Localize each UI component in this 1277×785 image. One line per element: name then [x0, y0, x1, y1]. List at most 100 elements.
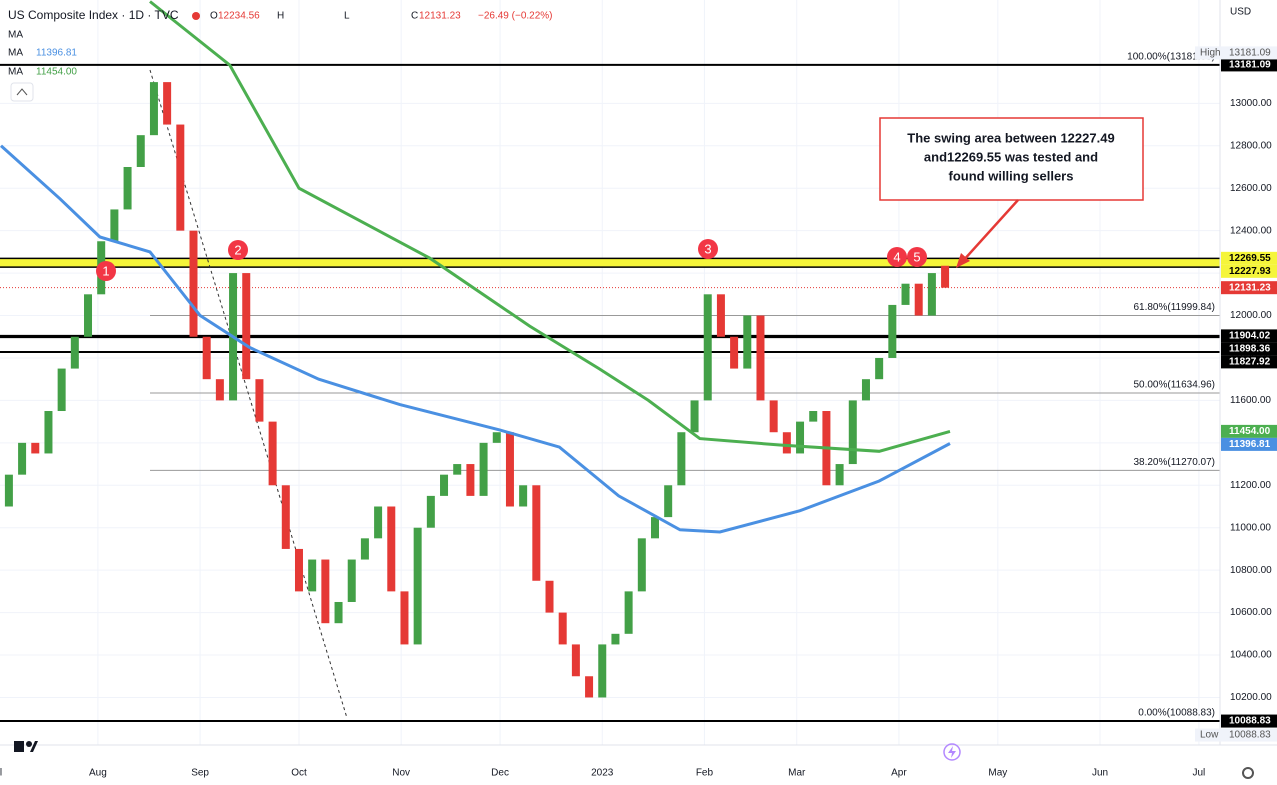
candle-body	[690, 400, 699, 433]
price-tag-label: 10088.83	[1229, 716, 1271, 727]
x-tick-label: Jul	[0, 768, 2, 779]
high-value: 13181.09	[1229, 48, 1271, 59]
candle-body	[268, 421, 277, 486]
event-bolt	[948, 746, 956, 758]
logo-part	[30, 741, 38, 752]
candle-body	[532, 485, 541, 581]
fib-label: 100.00%(13181.09)	[1127, 52, 1215, 63]
y-tick-label: 10200.00	[1230, 692, 1272, 703]
candle-body	[598, 644, 607, 698]
status-dot	[192, 12, 200, 20]
candle-body	[743, 315, 752, 369]
candle-body	[571, 644, 580, 677]
candle-body	[479, 442, 488, 496]
candle-body	[611, 633, 620, 645]
y-tick-label: 13000.00	[1230, 98, 1272, 109]
marker	[698, 239, 718, 259]
price-tag	[1221, 424, 1277, 438]
x-tick-label: Nov	[392, 768, 410, 779]
candle-body	[255, 379, 264, 422]
logo-part	[26, 741, 32, 747]
fib-label: 50.00%(11634.96)	[1133, 380, 1215, 391]
candle-body	[334, 601, 343, 624]
candle-body	[215, 379, 224, 401]
price-tag-label: 11898.36	[1229, 344, 1271, 355]
trend-line	[149, 69, 348, 719]
price-tag	[1221, 251, 1277, 265]
candle-body	[848, 400, 857, 465]
tv-logo	[14, 741, 38, 752]
ohlc-value: 12234.56	[218, 11, 260, 22]
candle-body	[57, 368, 66, 412]
candle-body	[360, 538, 369, 560]
ohlc: O 12234.56 H L C 12131.23 −26.49 (−0.22%)	[210, 11, 553, 22]
swing-band	[0, 258, 1220, 268]
candle-body	[44, 411, 53, 454]
collapse-icon	[16, 88, 28, 96]
price-tag-label: 13181.09	[1229, 60, 1271, 71]
candle-body	[294, 548, 303, 592]
change: −26.49 (−0.22%)	[478, 11, 553, 22]
candle-body	[914, 283, 923, 316]
x-tick-label: Feb	[696, 768, 714, 779]
fib-label: 0.00%(10088.83)	[1138, 708, 1215, 719]
price-tag	[1221, 342, 1277, 356]
annotation-box	[879, 117, 1144, 201]
y-tick-label: 10600.00	[1230, 607, 1272, 618]
marker	[228, 240, 248, 260]
price-tag	[1221, 58, 1277, 72]
candle-body	[440, 474, 449, 496]
marker-label: 3	[704, 241, 711, 256]
settings-icon[interactable]	[1242, 767, 1254, 779]
y-tick-label: 11000.00	[1230, 522, 1271, 533]
candle-body	[756, 315, 765, 401]
annotation-line: and12269.55 was tested and	[924, 149, 1098, 164]
price-tag	[1221, 264, 1277, 278]
candle-body	[347, 559, 356, 602]
y-tick-label: 12000.00	[1230, 310, 1272, 321]
event-icon[interactable]	[943, 743, 961, 761]
candle-body	[716, 294, 725, 337]
candle-body	[875, 357, 884, 380]
candle-body	[136, 135, 145, 167]
high-box	[1195, 46, 1277, 60]
ohlc-key: O	[210, 11, 218, 22]
candle-body	[110, 209, 119, 242]
symbol-title: US Composite Index · 1D · TVC	[8, 8, 179, 22]
ohlc-value: 12131.23	[419, 11, 461, 22]
x-tick-label: Oct	[291, 768, 307, 779]
candle-body	[466, 464, 475, 496]
ma-value: 11396.81	[36, 48, 77, 59]
candle-body	[861, 379, 870, 401]
candle-body	[650, 517, 659, 539]
collapse-button[interactable]	[10, 82, 34, 102]
x-tick-label: Apr	[891, 768, 907, 779]
low-box	[1195, 728, 1277, 742]
candle-body	[281, 485, 290, 549]
candle-body	[400, 591, 409, 645]
candle-body	[624, 591, 633, 634]
x-tick-label: Dec	[491, 768, 509, 779]
markers: 1 2 3 4 5	[96, 239, 927, 281]
candle-body	[308, 559, 317, 592]
candle-body	[637, 538, 646, 592]
candle-body	[149, 82, 158, 136]
ohlc-key: H	[277, 11, 284, 22]
ma-label: MA	[8, 48, 23, 59]
low-value: 10088.83	[1229, 730, 1271, 741]
candle-body	[796, 421, 805, 454]
candle-body	[545, 580, 554, 613]
axis: 10200.00 10400.00 10600.00 10800.00 11000.00…	[0, 46, 1277, 779]
candle-body	[426, 495, 435, 528]
x-tick-label: Mar	[788, 768, 806, 779]
y-tick-label: 12600.00	[1230, 183, 1272, 194]
candle-body	[677, 432, 686, 486]
marker-label: 1	[102, 263, 109, 278]
candle-body	[888, 304, 897, 358]
price-tag	[1221, 437, 1277, 451]
y-tick-label: 12800.00	[1230, 140, 1272, 151]
candle-body	[809, 411, 818, 422]
candle-body	[18, 442, 27, 475]
candle-body	[176, 124, 185, 231]
